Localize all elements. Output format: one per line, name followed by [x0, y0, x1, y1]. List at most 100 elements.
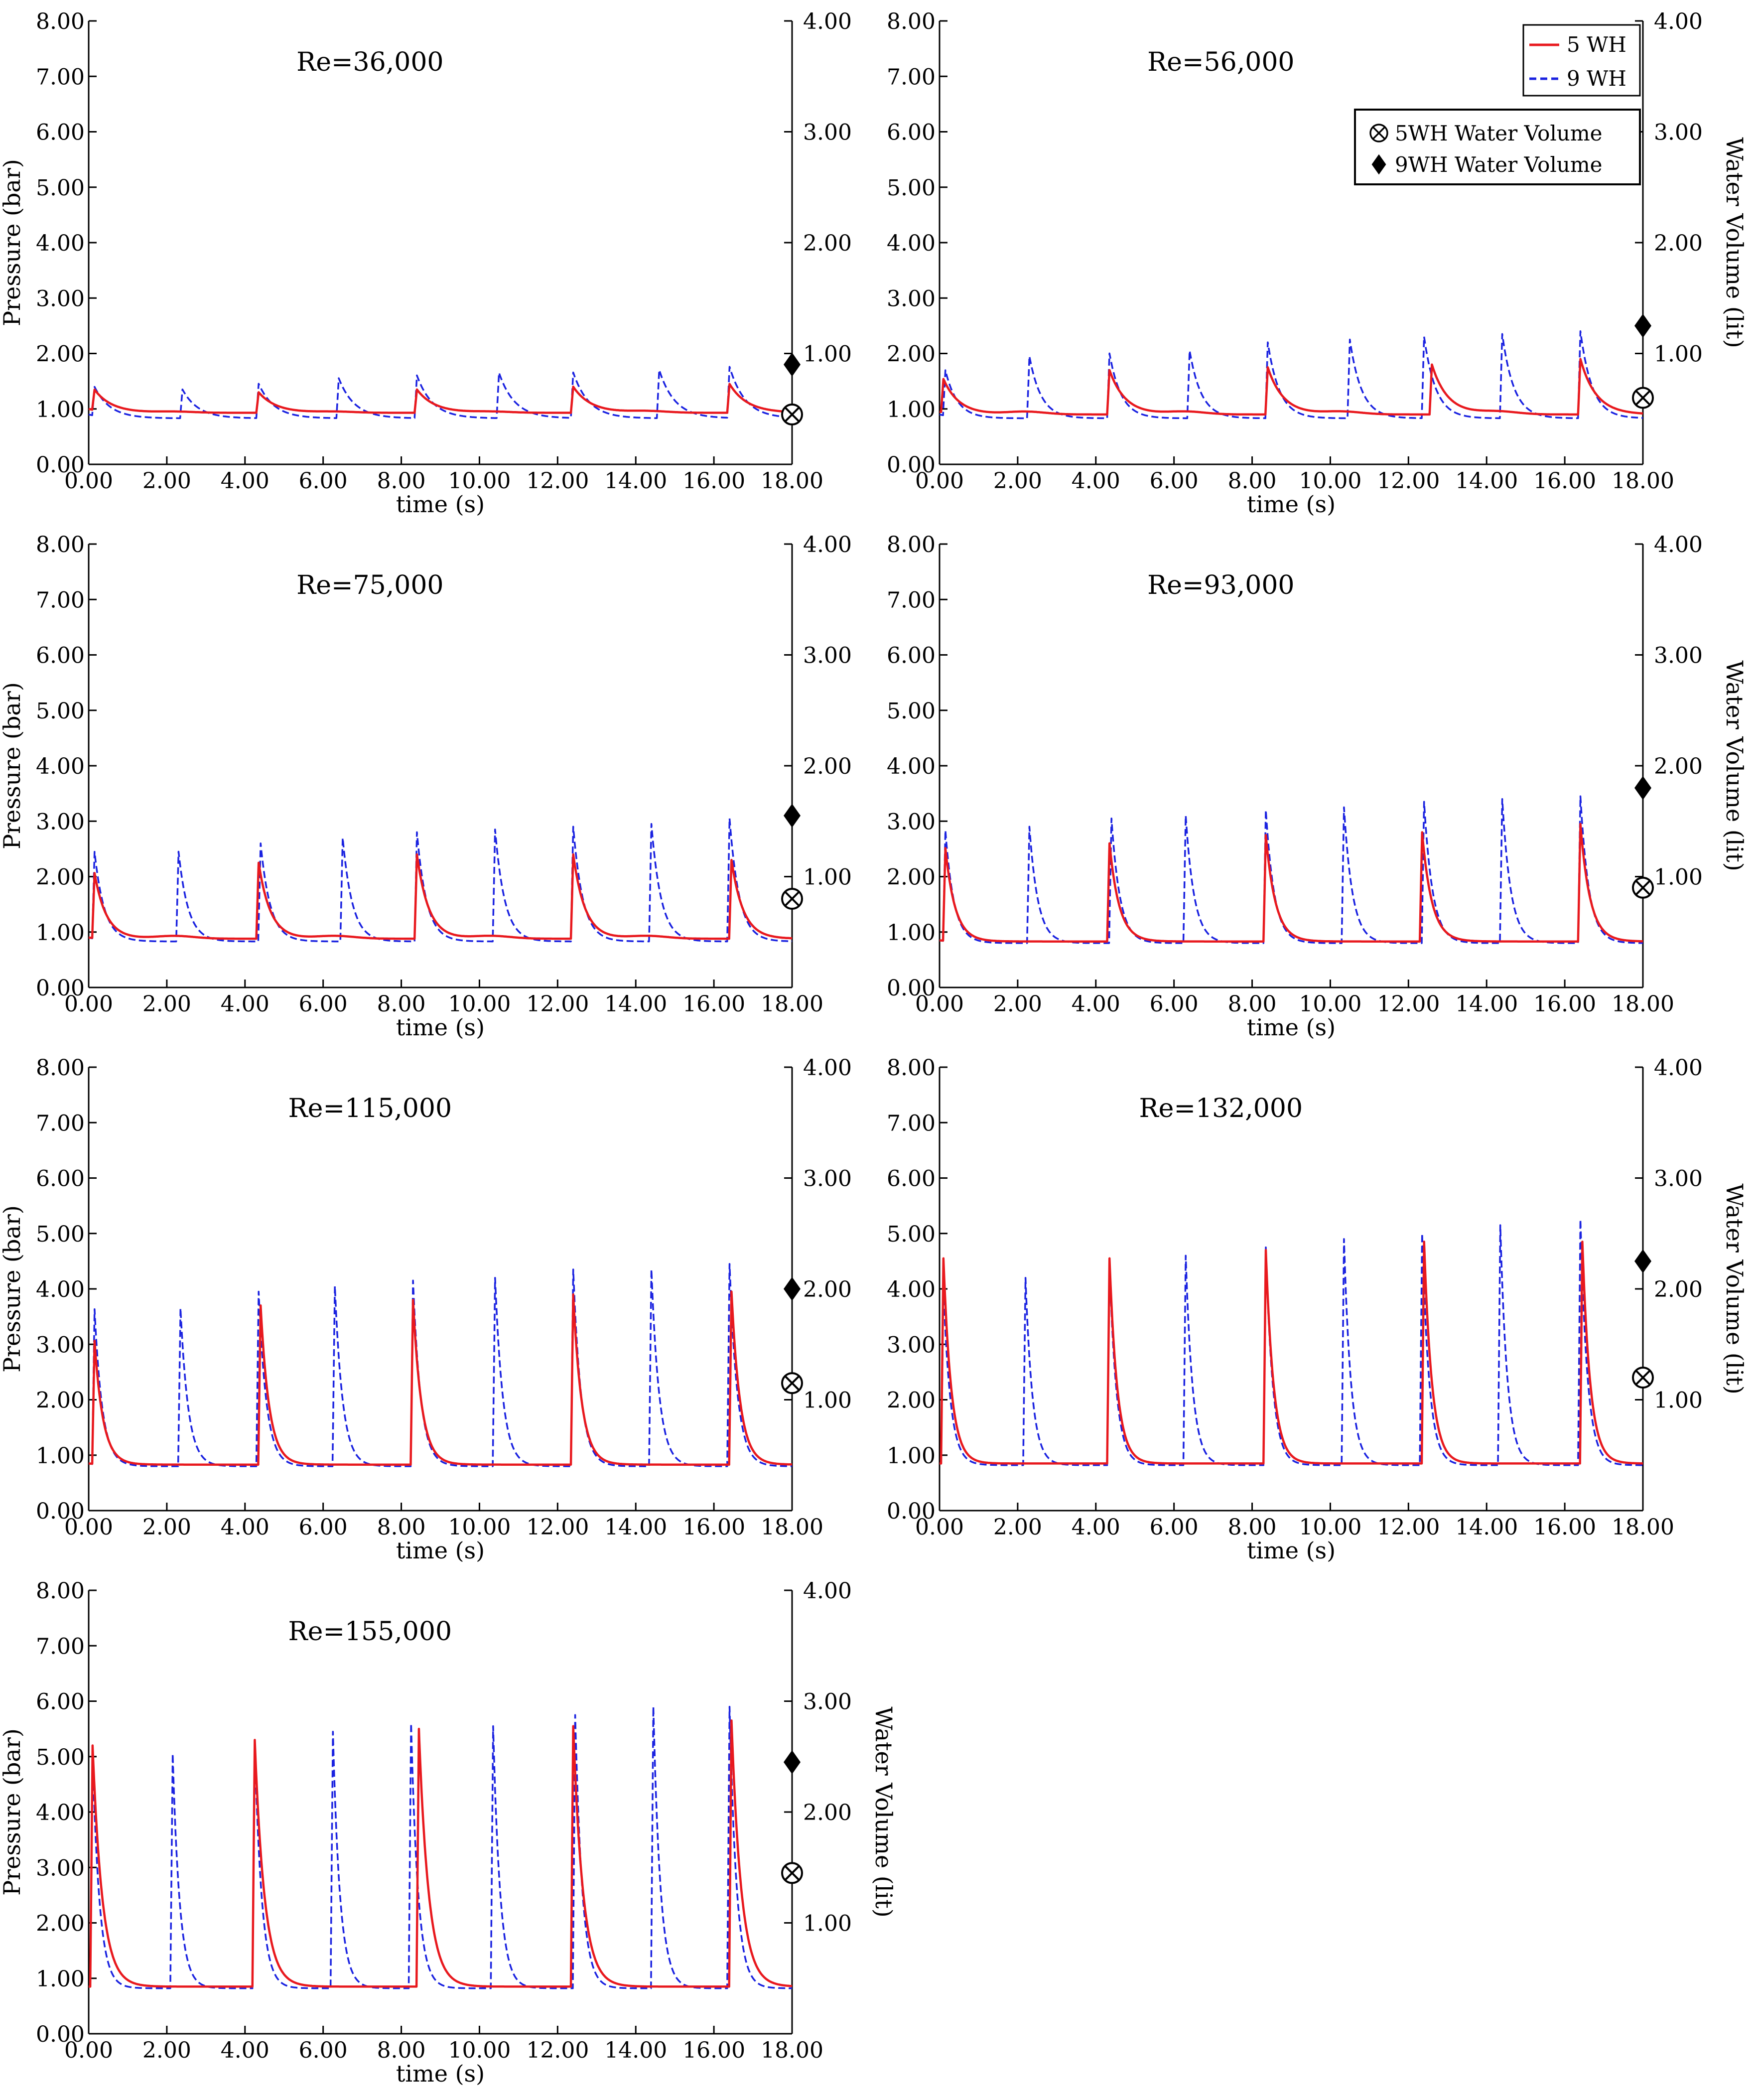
- x-axis-label: time (s): [396, 1537, 485, 1564]
- x-tick-label: 10.00: [448, 1515, 511, 1540]
- y-tick-label: 3.00: [36, 809, 85, 835]
- water-volume-5wh-marker: [1632, 387, 1654, 409]
- x-tick-label: 18.00: [761, 468, 823, 494]
- x-tick-label: 10.00: [1299, 1515, 1361, 1540]
- x-axis-label: time (s): [396, 491, 485, 518]
- y-tick-label: 2.00: [887, 1388, 936, 1413]
- chart-title: Re=93,000: [1147, 570, 1294, 600]
- x-axis-label: time (s): [396, 1014, 485, 1041]
- y-tick-label: 6.00: [887, 120, 936, 145]
- y-tick-label: 1.00: [36, 1966, 85, 1992]
- x-tick-label: 18.00: [1612, 468, 1674, 494]
- y2-tick-label: 3.00: [1654, 1166, 1703, 1192]
- series-line-5-wh: [939, 1241, 1643, 1465]
- y2-tick-label: 1.00: [1654, 1388, 1703, 1413]
- y-tick-label: 2.00: [36, 342, 85, 367]
- x-tick-label: 0.00: [915, 468, 964, 494]
- x-tick-label: 0.00: [64, 991, 113, 1017]
- y-tick-label: 4.00: [36, 1800, 85, 1825]
- x-tick-label: 6.00: [299, 468, 348, 494]
- y-tick-label: 2.00: [36, 1911, 85, 1937]
- water-volume-5wh-marker: [1632, 876, 1654, 899]
- y2-tick-label: 1.00: [803, 1388, 852, 1413]
- x-tick-label: 18.00: [761, 991, 823, 1017]
- y-tick-label: 0.00: [36, 452, 85, 478]
- series-line-5-wh: [88, 383, 793, 414]
- y-tick-label: 4.00: [887, 754, 936, 779]
- x-tick-label: 6.00: [299, 991, 348, 1017]
- legend-label-5wh: 5 WH: [1567, 32, 1626, 57]
- y2-tick-label: 1.00: [803, 342, 852, 367]
- y-axis-label: Pressure (bar): [0, 1205, 25, 1373]
- chart-title: Re=132,000: [1139, 1094, 1303, 1123]
- x-tick-label: 4.00: [1072, 991, 1120, 1017]
- x-tick-label: 12.00: [526, 991, 589, 1017]
- chart-panel-re-56-000: 0.00 2.00 4.00 6.00 8.00 10.00 12.00 14.00 16.00…: [887, 9, 1748, 518]
- x-tick-label: 0.00: [64, 2038, 113, 2063]
- y2-tick-label: 3.00: [1654, 643, 1703, 669]
- y-axis-label: Pressure (bar): [0, 159, 25, 326]
- x-tick-label: 2.00: [993, 991, 1042, 1017]
- y-tick-label: 1.00: [887, 397, 936, 422]
- water-volume-5wh-marker: [1632, 1367, 1654, 1389]
- y2-tick-label: 2.00: [803, 1800, 852, 1825]
- y-tick-label: 3.00: [887, 286, 936, 311]
- marker-legend: 5WH Water Volume 9WH Water Volume: [1354, 109, 1641, 185]
- y-tick-label: 3.00: [887, 1332, 936, 1358]
- series-line-5-wh: [88, 1719, 793, 1988]
- x-tick-label: 8.00: [377, 991, 426, 1017]
- series-line-9-wh: [939, 1219, 1643, 1466]
- legend-label-5wh-water-volume: 5WH Water Volume: [1395, 121, 1603, 145]
- y2-tick-label: 3.00: [803, 120, 852, 145]
- x-tick-label: 6.00: [299, 2038, 348, 2063]
- x-tick-label: 0.00: [915, 991, 964, 1017]
- y-tick-label: 8.00: [36, 1578, 85, 1604]
- x-tick-label: 2.00: [142, 991, 191, 1017]
- x-tick-label: 4.00: [1072, 1515, 1120, 1540]
- y-tick-label: 7.00: [36, 587, 85, 613]
- y2-tick-label: 1.00: [1654, 865, 1703, 890]
- x-tick-label: 14.00: [604, 991, 667, 1017]
- x-tick-label: 2.00: [142, 1515, 191, 1540]
- y2-tick-label: 4.00: [803, 1055, 852, 1081]
- x-tick-label: 10.00: [448, 468, 511, 494]
- x-tick-label: 10.00: [448, 2038, 511, 2063]
- x-tick-label: 4.00: [221, 991, 270, 1017]
- y2-tick-label: 1.00: [803, 1911, 852, 1937]
- y-tick-label: 6.00: [36, 120, 85, 145]
- y-tick-label: 2.00: [887, 865, 936, 890]
- y-tick-label: 5.00: [887, 699, 936, 724]
- series-line-9-wh: [88, 1705, 793, 1989]
- series-line-9-wh: [939, 795, 1643, 944]
- x-tick-label: 12.00: [526, 468, 589, 494]
- x-tick-label: 2.00: [993, 468, 1042, 494]
- y-tick-label: 0.00: [36, 1499, 85, 1524]
- chart-panel-re-36-000: 0.00 2.00 4.00 6.00 8.00 10.00 12.00 14.00 16.00…: [0, 9, 852, 518]
- y2-axis-label: Water Volume (lit): [1721, 1183, 1748, 1394]
- water-volume-9wh-marker: [1634, 313, 1651, 338]
- series-line-5-wh: [88, 853, 793, 940]
- y-tick-label: 5.00: [887, 1222, 936, 1247]
- series-legend: 5 WH 9 WH: [1522, 24, 1641, 97]
- x-tick-label: 8.00: [377, 1515, 426, 1540]
- y-tick-label: 1.00: [887, 920, 936, 946]
- y-tick-label: 8.00: [36, 1055, 85, 1081]
- y-tick-label: 4.00: [36, 1277, 85, 1302]
- chart-panel-re-155-000: 0.00 2.00 4.00 6.00 8.00 10.00 12.00 14.00 16.00…: [0, 1578, 897, 2087]
- water-volume-9wh-marker: [784, 804, 801, 828]
- x-tick-label: 0.00: [64, 1515, 113, 1540]
- y-tick-label: 3.00: [36, 1855, 85, 1881]
- x-tick-label: 4.00: [221, 2038, 270, 2063]
- x-tick-label: 6.00: [1150, 1515, 1199, 1540]
- y2-tick-label: 4.00: [803, 532, 852, 558]
- x-tick-label: 6.00: [1150, 468, 1199, 494]
- y2-tick-label: 3.00: [1654, 120, 1703, 145]
- y-tick-label: 5.00: [887, 175, 936, 201]
- y-tick-label: 6.00: [36, 643, 85, 669]
- series-line-9-wh: [939, 330, 1643, 420]
- y-tick-label: 7.00: [887, 587, 936, 613]
- chart-title: Re=56,000: [1147, 47, 1294, 77]
- y2-tick-label: 3.00: [803, 1689, 852, 1715]
- y2-tick-label: 4.00: [1654, 1055, 1703, 1081]
